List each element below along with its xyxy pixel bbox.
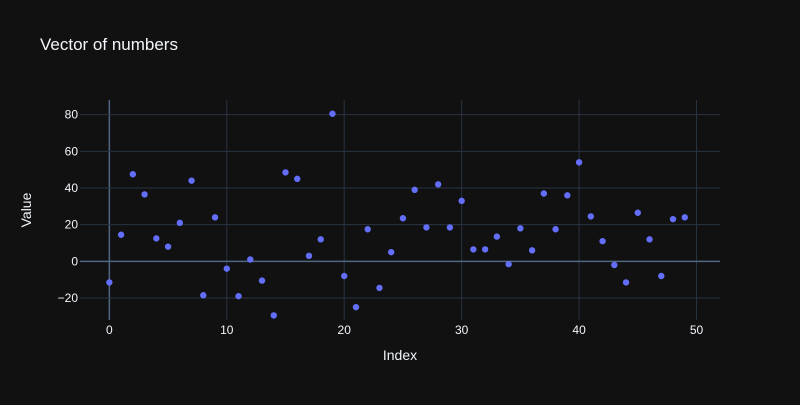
data-point[interactable] — [317, 236, 324, 243]
y-tick-label: −20 — [58, 291, 79, 305]
data-point[interactable] — [188, 177, 195, 184]
x-axis-title: Index — [383, 347, 417, 363]
data-point[interactable] — [305, 252, 313, 260]
data-point[interactable] — [129, 171, 137, 178]
data-point[interactable] — [446, 224, 454, 231]
data-point[interactable] — [681, 214, 688, 221]
data-point[interactable] — [434, 181, 442, 188]
data-point[interactable] — [599, 237, 606, 245]
y-tick-label: 40 — [65, 181, 79, 195]
data-points — [106, 110, 688, 319]
data-point[interactable] — [117, 231, 125, 238]
data-point[interactable] — [341, 272, 348, 280]
data-point[interactable] — [164, 243, 172, 250]
data-point[interactable] — [329, 110, 336, 117]
data-point[interactable] — [622, 279, 630, 286]
data-point[interactable] — [294, 175, 301, 183]
x-axis-ticks: 0 10 20 30 40 50 — [106, 323, 703, 337]
data-point[interactable] — [376, 284, 383, 292]
data-point[interactable] — [528, 247, 536, 254]
data-point[interactable] — [364, 226, 371, 233]
x-tick-label: 30 — [455, 323, 469, 337]
x-tick-label: 0 — [106, 323, 113, 337]
data-point[interactable] — [106, 279, 113, 286]
data-point[interactable] — [411, 186, 418, 194]
data-point[interactable] — [658, 272, 665, 280]
y-tick-label: 60 — [65, 144, 79, 158]
x-tick-label: 40 — [572, 323, 586, 337]
data-point[interactable] — [176, 219, 184, 227]
data-point[interactable] — [481, 246, 489, 253]
x-tick-label: 20 — [338, 323, 352, 337]
data-point[interactable] — [423, 224, 430, 231]
data-point[interactable] — [153, 235, 160, 242]
data-point[interactable] — [517, 225, 524, 232]
data-point[interactable] — [564, 192, 571, 199]
data-point[interactable] — [235, 292, 242, 300]
data-point[interactable] — [270, 312, 277, 319]
data-point[interactable] — [211, 214, 219, 221]
data-point[interactable] — [669, 215, 677, 223]
data-point[interactable] — [575, 159, 583, 166]
data-point[interactable] — [505, 260, 512, 268]
data-point[interactable] — [587, 213, 595, 220]
y-tick-label: 20 — [65, 218, 79, 232]
data-point[interactable] — [258, 277, 266, 284]
data-point[interactable] — [223, 265, 230, 272]
data-point[interactable] — [470, 246, 477, 253]
y-tick-label: 80 — [65, 108, 79, 122]
data-point[interactable] — [552, 226, 559, 233]
data-point[interactable] — [247, 256, 254, 263]
data-point[interactable] — [200, 292, 207, 299]
data-point[interactable] — [387, 248, 395, 256]
data-point[interactable] — [611, 261, 618, 269]
data-point[interactable] — [646, 236, 653, 243]
data-point[interactable] — [493, 233, 501, 240]
x-tick-label: 50 — [690, 323, 704, 337]
y-tick-label: 0 — [71, 254, 78, 268]
data-point[interactable] — [399, 215, 407, 222]
data-point[interactable] — [141, 191, 148, 198]
chart-title: Vector of numbers — [40, 35, 178, 54]
x-tick-label: 10 — [220, 323, 234, 337]
y-axis-ticks: −20 0 20 40 60 80 — [58, 108, 79, 305]
y-axis-title: Value — [18, 192, 34, 227]
data-point[interactable] — [458, 197, 465, 205]
gridlines — [80, 100, 720, 320]
data-point[interactable] — [634, 209, 641, 216]
data-point[interactable] — [540, 190, 548, 197]
data-point[interactable] — [352, 303, 360, 311]
data-point[interactable] — [282, 169, 289, 176]
